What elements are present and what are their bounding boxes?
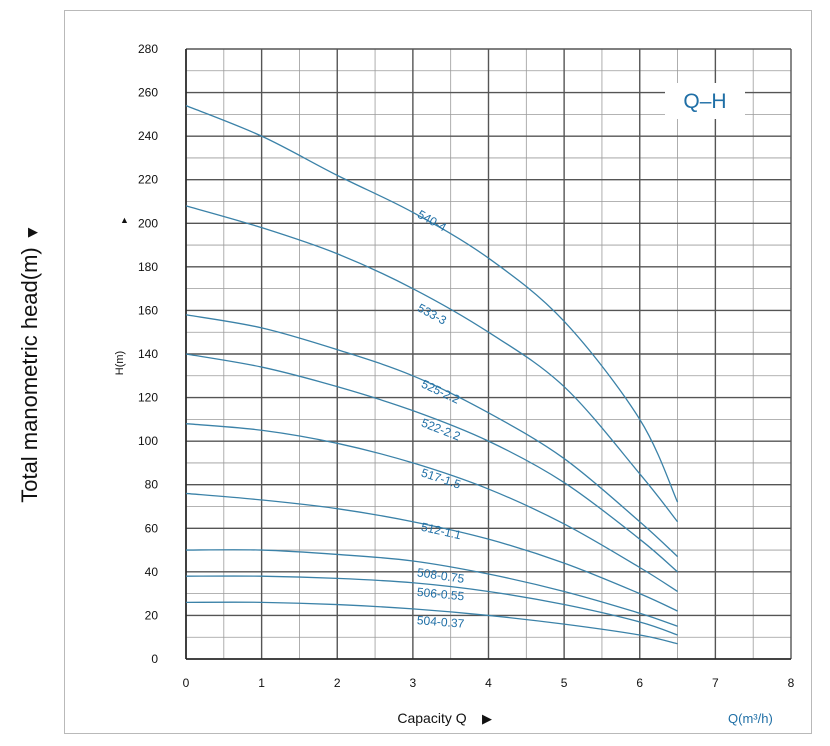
grid-major [185,48,792,660]
curve-label-517-1.5: 517-1.5 [419,466,462,492]
curve-label-506-0.55: 506-0.55 [416,585,465,604]
x-tick-label: 3 [410,676,417,690]
y-tick-label: 260 [138,86,158,100]
y-tick-label: 220 [138,173,158,187]
curve-540-4 [185,105,679,503]
y-tick-label: 120 [138,391,158,405]
curve-517-1.5 [185,423,678,593]
y-axis-label: H(m) [114,351,126,375]
y-tick-label: 80 [145,478,159,492]
x-tick-label: 7 [712,676,719,690]
curve-522-2.2 [185,353,678,573]
y-tick-label: 0 [151,652,158,666]
qh-chart: 0 1 2 3 4 5 6 7 8 0 20 40 60 80 100 120 140 160 180 200 220… [114,42,795,726]
x-tick-label: 8 [788,676,795,690]
y-tick-label: 100 [138,434,158,448]
outer-y-axis-label-text: Total manometric head(m) [17,247,42,503]
curve-512-1.1 [185,492,678,612]
curve-508-0.75 [185,549,678,627]
curve-506-0.55 [185,575,678,636]
y-tick-label: 200 [138,216,158,230]
x-tick-label: 1 [258,676,265,690]
x-tick-label: 4 [485,676,492,690]
curves [185,105,679,645]
y-tick-label: 140 [138,347,158,361]
y-axis-arrow: ▲ [120,215,129,225]
x-tick-label: 0 [183,676,190,690]
curve-label-522-2.2: 522-2.2 [419,416,462,444]
x-axis-label: Capacity Q [397,710,466,726]
curve-label-512-1.1: 512-1.1 [420,520,463,543]
y-tick-label: 240 [138,129,158,143]
chart-title: Q–H [683,90,726,113]
y-tick-labels: 0 20 40 60 80 100 120 140 160 180 200 220 240 260 280 [138,42,158,666]
curve-525-2.2 [185,314,679,558]
x-unit-label: Q(m³/h) [728,711,773,726]
y-tick-label: 60 [145,521,159,535]
chart-title-box: Q–H [665,83,745,119]
y-tick-label: 280 [138,42,158,56]
outer-y-axis-label: Total manometric head(m) ▶ [17,224,43,503]
curve-label-525-2.2: 525-2.2 [419,377,462,407]
y-tick-label: 20 [145,608,159,622]
y-tick-label: 40 [145,565,159,579]
curve-533-3 [185,205,679,523]
x-tick-label: 2 [334,676,341,690]
curve-label-540-4: 540-4 [415,207,449,234]
x-tick-label: 6 [636,676,643,690]
curve-label-504-0.37: 504-0.37 [416,613,465,631]
curve-504-0.37 [185,601,678,645]
y-tick-label: 160 [138,303,158,317]
x-axis-arrow: ▶ [482,711,492,726]
x-tick-labels: 0 1 2 3 4 5 6 7 8 [183,676,795,690]
curve-label-508-0.75: 508-0.75 [416,565,465,586]
x-tick-label: 5 [561,676,568,690]
y-tick-label: 180 [138,260,158,274]
chart-frame: 0 1 2 3 4 5 6 7 8 0 20 40 60 80 100 120 140 160 180 200 220… [64,10,812,734]
outer-y-axis-arrow: ▶ [28,224,38,240]
